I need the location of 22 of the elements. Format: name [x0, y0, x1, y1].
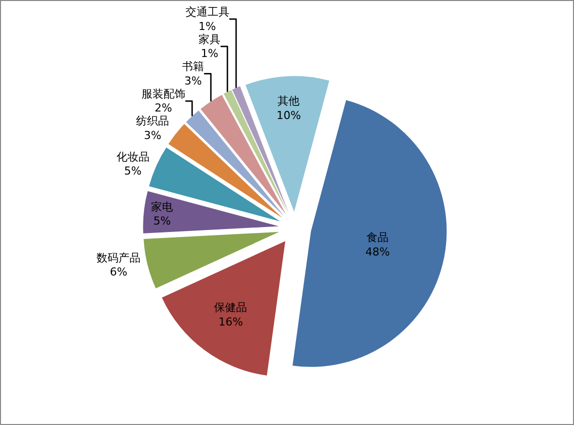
data-label: 3%: [144, 128, 162, 142]
slice-label: 服装配饰: [141, 87, 186, 100]
slice-label: 家具: [198, 32, 221, 46]
slice-label: 保健品: [214, 300, 248, 314]
slice-label: 其他: [278, 94, 300, 108]
slice-label: 交通工具: [185, 5, 230, 18]
slice-label: 食品: [366, 230, 389, 244]
data-label: 1%: [198, 20, 216, 33]
slice-label: 纺织品: [136, 114, 170, 128]
data-label: 3%: [184, 74, 202, 88]
slice-label: 数码产品: [96, 251, 141, 264]
data-label: 2%: [154, 102, 172, 115]
data-label: 10%: [276, 108, 301, 122]
data-label: 16%: [218, 315, 243, 328]
data-label: 5%: [153, 214, 171, 228]
data-label: 5%: [124, 164, 142, 178]
slice-label: 书籍: [182, 60, 204, 74]
slice-label: 家电: [151, 200, 174, 214]
data-label: 1%: [200, 47, 218, 60]
data-label: 48%: [365, 245, 390, 258]
slice-label: 化妆品: [116, 150, 150, 164]
data-label: 6%: [110, 266, 128, 279]
